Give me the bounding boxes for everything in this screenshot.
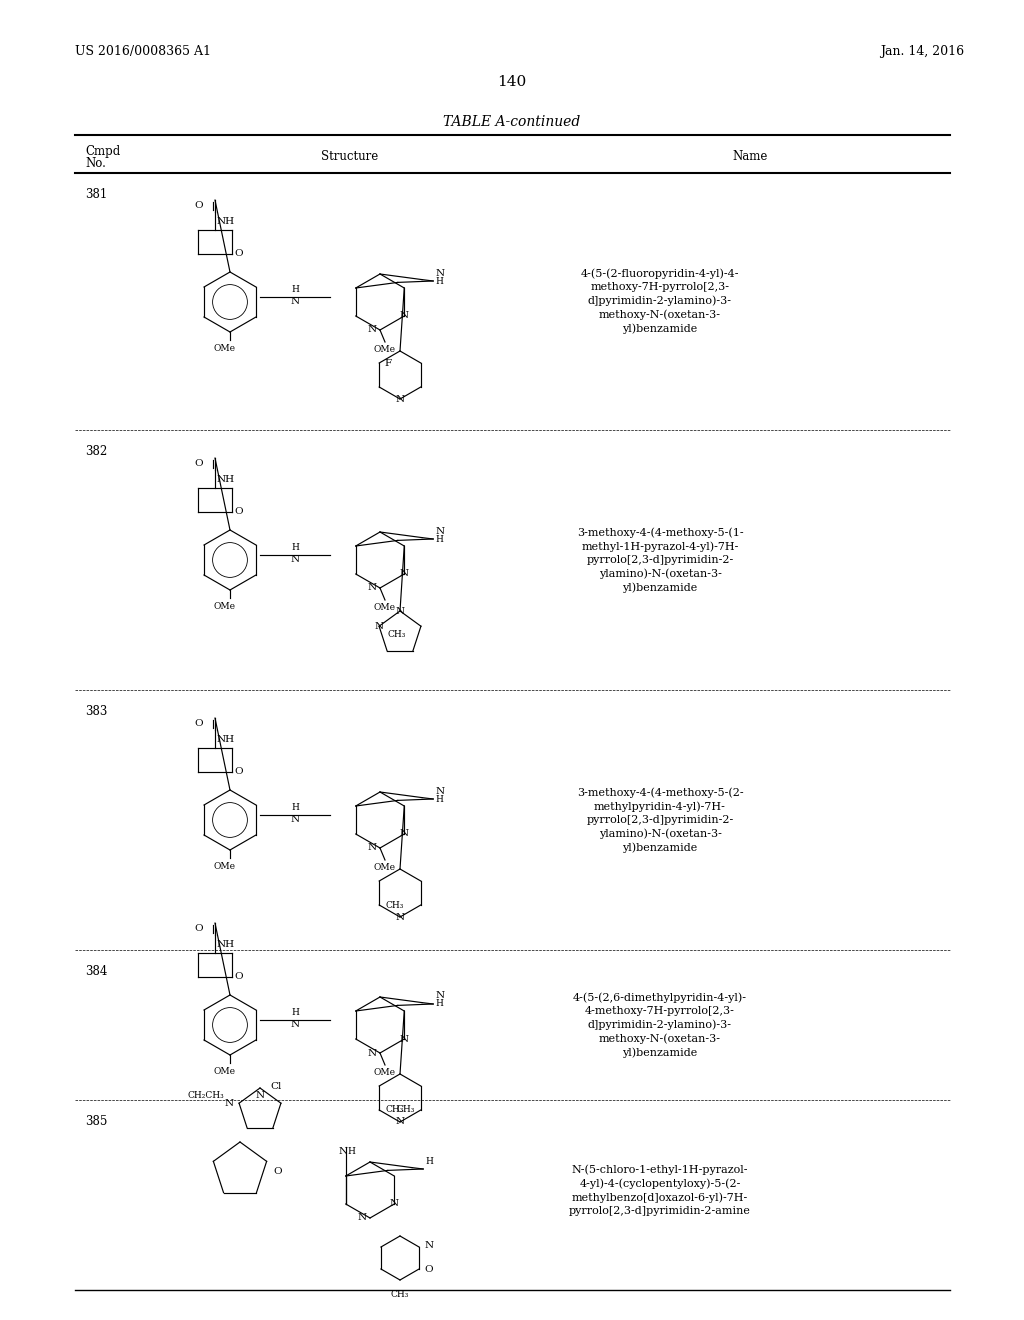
Text: 140: 140 — [498, 75, 526, 88]
Text: N: N — [399, 1035, 409, 1044]
Text: CH₂CH₃: CH₂CH₃ — [187, 1090, 224, 1100]
Text: 384: 384 — [85, 965, 108, 978]
Text: N: N — [291, 1020, 300, 1030]
Text: Jan. 14, 2016: Jan. 14, 2016 — [880, 45, 965, 58]
Text: H: H — [435, 276, 443, 285]
Text: OMe: OMe — [214, 602, 236, 611]
Text: OMe: OMe — [374, 1068, 396, 1077]
Text: N: N — [395, 1118, 404, 1126]
Text: N: N — [399, 569, 409, 578]
Text: N: N — [357, 1213, 367, 1222]
Text: H: H — [291, 543, 299, 552]
Text: F: F — [384, 359, 391, 367]
Text: O: O — [424, 1266, 433, 1275]
Text: N: N — [291, 297, 300, 306]
Text: Structure: Structure — [322, 150, 379, 162]
Text: H: H — [435, 535, 443, 544]
Text: N: N — [291, 814, 300, 824]
Text: 383: 383 — [85, 705, 108, 718]
Text: O: O — [195, 924, 203, 933]
Text: US 2016/0008365 A1: US 2016/0008365 A1 — [75, 45, 211, 58]
Text: H: H — [435, 795, 443, 804]
Text: O: O — [234, 507, 243, 516]
Text: No.: No. — [85, 157, 105, 170]
Text: N: N — [375, 622, 384, 631]
Text: CH₃: CH₃ — [396, 1106, 415, 1114]
Text: H: H — [425, 1156, 433, 1166]
Text: Name: Name — [732, 150, 768, 162]
Text: N: N — [424, 1242, 433, 1250]
Text: NH: NH — [217, 475, 236, 483]
Text: N: N — [435, 787, 444, 796]
Text: O: O — [195, 718, 203, 727]
Text: NH: NH — [217, 940, 236, 949]
Text: N: N — [435, 991, 444, 1001]
Text: TABLE A-continued: TABLE A-continued — [443, 115, 581, 129]
Text: N: N — [368, 1048, 377, 1057]
Text: 4-(5-(2-fluoropyridin-4-yl)-4-
methoxy-7H-pyrrolo[2,3-
d]pyrimidin-2-ylamino)-3-: 4-(5-(2-fluoropyridin-4-yl)-4- methoxy-7… — [581, 269, 739, 334]
Text: 3-methoxy-4-(4-methoxy-5-(2-
methylpyridin-4-yl)-7H-
pyrrolo[2,3-d]pyrimidin-2-
: 3-methoxy-4-(4-methoxy-5-(2- methylpyrid… — [577, 787, 743, 853]
Text: Cmpd: Cmpd — [85, 145, 120, 158]
Text: N: N — [435, 268, 444, 277]
Text: N: N — [390, 1200, 398, 1209]
Text: Cl: Cl — [270, 1082, 282, 1092]
Text: H: H — [435, 999, 443, 1008]
Text: O: O — [234, 767, 243, 776]
Text: 382: 382 — [85, 445, 108, 458]
Text: N: N — [368, 326, 377, 334]
Text: 4-(5-(2,6-dimethylpyridin-4-yl)-
4-methoxy-7H-pyrrolo[2,3-
d]pyrimidin-2-ylamino: 4-(5-(2,6-dimethylpyridin-4-yl)- 4-metho… — [573, 993, 746, 1057]
Text: H: H — [291, 285, 299, 294]
Text: 3-methoxy-4-(4-methoxy-5-(1-
methyl-1H-pyrazol-4-yl)-7H-
pyrrolo[2,3-d]pyrimidin: 3-methoxy-4-(4-methoxy-5-(1- methyl-1H-p… — [577, 527, 743, 593]
Text: OMe: OMe — [214, 1067, 236, 1076]
Text: CH₃: CH₃ — [385, 900, 403, 909]
Text: N: N — [368, 843, 377, 853]
Text: N: N — [395, 912, 404, 921]
Text: N: N — [255, 1092, 264, 1100]
Text: OMe: OMe — [374, 345, 396, 354]
Text: OMe: OMe — [374, 603, 396, 612]
Text: O: O — [234, 973, 243, 981]
Text: O: O — [273, 1167, 282, 1176]
Text: O: O — [195, 458, 203, 467]
Text: N: N — [395, 395, 404, 404]
Text: N: N — [395, 606, 404, 615]
Text: NH: NH — [217, 735, 236, 743]
Text: N: N — [368, 583, 377, 593]
Text: N-(5-chloro-1-ethyl-1H-pyrazol-
4-yl)-4-(cyclopentyloxy)-5-(2-
methylbenzo[d]oxa: N-(5-chloro-1-ethyl-1H-pyrazol- 4-yl)-4-… — [569, 1164, 751, 1216]
Text: N: N — [225, 1098, 234, 1107]
Text: N: N — [435, 527, 444, 536]
Text: H: H — [348, 1147, 355, 1156]
Text: O: O — [195, 201, 203, 210]
Text: CH₃: CH₃ — [387, 630, 406, 639]
Text: O: O — [234, 249, 243, 259]
Text: 381: 381 — [85, 187, 108, 201]
Text: OMe: OMe — [214, 862, 236, 871]
Text: N: N — [291, 554, 300, 564]
Text: CH₃: CH₃ — [391, 1290, 410, 1299]
Text: CH₃: CH₃ — [385, 1106, 403, 1114]
Text: N: N — [399, 829, 409, 838]
Text: H: H — [291, 803, 299, 812]
Text: OMe: OMe — [374, 863, 396, 873]
Text: H: H — [291, 1008, 299, 1016]
Text: OMe: OMe — [214, 345, 236, 352]
Text: NH: NH — [217, 216, 236, 226]
Text: N: N — [399, 312, 409, 321]
Text: 385: 385 — [85, 1115, 108, 1129]
Text: N: N — [338, 1147, 347, 1156]
